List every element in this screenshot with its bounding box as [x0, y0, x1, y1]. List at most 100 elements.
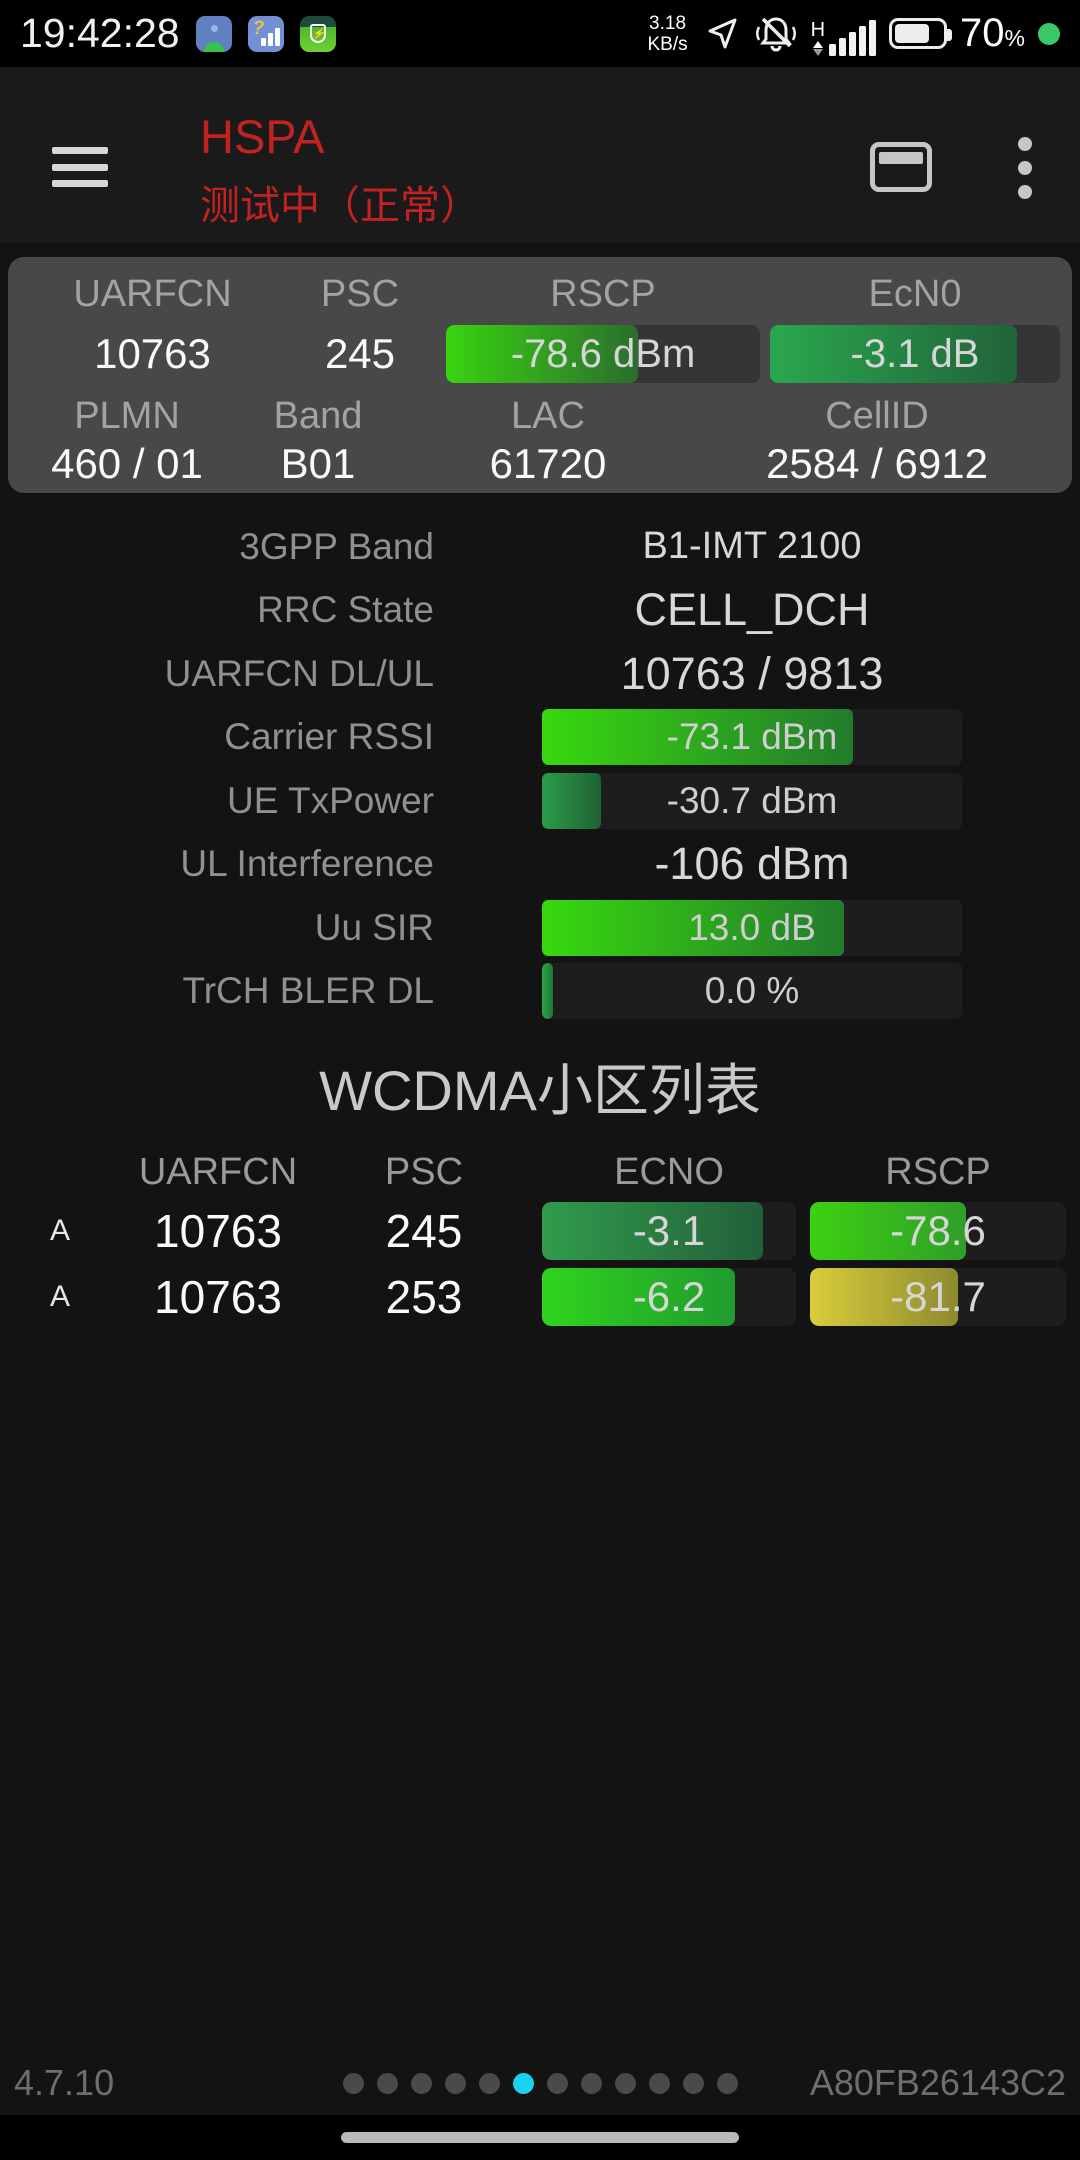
- cell-set-flag: A: [49, 1280, 70, 1313]
- detail-value: CELL_DCH: [634, 584, 870, 636]
- battery-shield-app-icon: ⚡: [299, 15, 336, 52]
- ue-txpower-bar: -30.7 dBm: [542, 772, 962, 829]
- gesture-pill[interactable]: [341, 2132, 739, 2143]
- uarfcn-value: 10763: [94, 330, 211, 377]
- page-title: HSPA: [200, 110, 325, 163]
- overflow-menu-button[interactable]: [1005, 137, 1045, 199]
- lac-value: 61720: [489, 440, 607, 487]
- app-version: 4.7.10: [14, 2062, 115, 2103]
- cell-ecno-value: -6.2: [632, 1273, 706, 1320]
- page-dot[interactable]: [614, 2073, 636, 2094]
- cell-psc: 245: [385, 1205, 463, 1257]
- bar-fill: [542, 1268, 736, 1326]
- column-header: UARFCN: [73, 273, 232, 315]
- page-dot[interactable]: [546, 2073, 568, 2094]
- app-bar: HSPA 测试中（正常）: [0, 67, 1080, 243]
- network-speed: 3.18 KB/s: [647, 13, 687, 55]
- bar-fill: [542, 1202, 763, 1260]
- column-header: CellID: [825, 395, 929, 437]
- signal-network-type: H: [811, 12, 825, 56]
- plmn-value: 460 / 01: [51, 440, 203, 487]
- column-header: PSC: [320, 273, 400, 315]
- detail-value: -106 dBm: [654, 838, 850, 890]
- detail-value: -73.1 dBm: [666, 716, 838, 758]
- trch-bler-bar: 0.0 %: [542, 963, 962, 1020]
- page-dot-active[interactable]: [512, 2073, 534, 2094]
- detail-row-uarfcn-dlul: UARFCN DL/UL 10763 / 9813: [0, 642, 1080, 706]
- android-app-icon: [195, 15, 232, 52]
- mute-vibrate-bell-icon: [755, 16, 796, 51]
- detail-row-uu-sir: Uu SIR 13.0 dB: [0, 896, 1080, 960]
- detail-row-rrc-state: RRC State CELL_DCH: [0, 579, 1080, 643]
- carrier-rssi-bar: -73.1 dBm: [542, 709, 962, 766]
- cell-table: UARFCN PSC ECNO RSCP A 10763 245 -3.1 -7…: [0, 1150, 1080, 1340]
- bar-fill: [542, 772, 601, 829]
- signal-app-icon: ?: [247, 15, 284, 52]
- detail-label: UE TxPower: [227, 779, 434, 821]
- bar-fill: [542, 963, 553, 1020]
- status-bar: 19:42:28 ? ⚡ 3.18 KB/s H: [0, 0, 1080, 67]
- data-activity-arrows-icon: [812, 40, 823, 56]
- bar-fill: [810, 1202, 967, 1260]
- ecn0-bar: -3.1 dB: [770, 325, 1060, 383]
- detail-label: Uu SIR: [314, 906, 434, 948]
- column-header: PLMN: [74, 395, 180, 437]
- card-view-button[interactable]: [870, 142, 932, 192]
- cellid-value: 2584 / 6912: [766, 440, 988, 487]
- table-header: UARFCN: [138, 1151, 298, 1193]
- cell-ecno-value: -3.1: [632, 1207, 706, 1254]
- page-indicator[interactable]: [0, 2073, 1080, 2094]
- overflow-menu-icon: [1018, 137, 1032, 151]
- page-dot[interactable]: [682, 2073, 704, 2094]
- page-dot[interactable]: [648, 2073, 670, 2094]
- detail-value: 10763 / 9813: [620, 647, 884, 699]
- cell-uarfcn: 10763: [154, 1205, 282, 1257]
- detail-value: -30.7 dBm: [666, 779, 838, 821]
- green-status-dot-icon: [1038, 22, 1060, 45]
- cell-psc: 253: [385, 1271, 463, 1323]
- page-dot[interactable]: [342, 2073, 364, 2094]
- band-value: B01: [280, 440, 356, 487]
- card-view-icon: [879, 152, 923, 164]
- page-dot[interactable]: [478, 2073, 500, 2094]
- table-header: RSCP: [885, 1151, 991, 1193]
- detail-row-carrier-rssi: Carrier RSSI -73.1 dBm: [0, 706, 1080, 770]
- device-id: A80FB26143C2: [809, 2062, 1066, 2103]
- detail-row-3gpp-band: 3GPP Band B1-IMT 2100: [0, 515, 1080, 579]
- page-dot[interactable]: [716, 2073, 738, 2094]
- detail-row-ue-txpower: UE TxPower -30.7 dBm: [0, 769, 1080, 833]
- detail-value: 13.0 dB: [688, 906, 816, 948]
- rscp-bar-fill: [446, 325, 638, 383]
- cell-ecno-bar: -6.2: [542, 1268, 796, 1326]
- cell-rscp-bar: -78.6: [810, 1202, 1066, 1260]
- column-header: Band: [273, 395, 363, 437]
- page-dot[interactable]: [410, 2073, 432, 2094]
- psc-value: 245: [324, 330, 396, 377]
- status-bar-left: 19:42:28 ? ⚡: [20, 10, 336, 57]
- battery-icon: [889, 18, 953, 49]
- rscp-value: -78.6 dBm: [510, 332, 696, 376]
- page-subtitle: 测试中（正常）: [200, 184, 480, 228]
- cell-rscp-value: -81.7: [890, 1273, 986, 1320]
- cell-ecno-bar: -3.1: [542, 1202, 796, 1260]
- network-speed-value: 3.18: [649, 12, 687, 34]
- table-header: ECNO: [614, 1151, 724, 1193]
- location-arrow-icon: [708, 18, 737, 48]
- bar-fill: [542, 899, 845, 956]
- rscp-bar: -78.6 dBm: [446, 325, 760, 383]
- bar-fill: [810, 1268, 959, 1326]
- battery-percent-value: 70: [960, 11, 1005, 55]
- page-dot[interactable]: [580, 2073, 602, 2094]
- ecn0-value: -3.1 dB: [850, 332, 980, 376]
- detail-value: B1-IMT 2100: [642, 525, 862, 568]
- detail-label: RRC State: [257, 589, 434, 631]
- signal-bars-icon: [829, 19, 877, 56]
- cell-rscp-value: -78.6: [890, 1207, 986, 1254]
- detail-label: 3GPP Band: [239, 525, 434, 567]
- page-dot[interactable]: [376, 2073, 398, 2094]
- menu-button[interactable]: [52, 147, 108, 187]
- detail-value: 0.0 %: [704, 970, 800, 1012]
- status-bar-right: 3.18 KB/s H: [647, 11, 1060, 56]
- page-dot[interactable]: [444, 2073, 466, 2094]
- percent-sign: %: [1004, 25, 1025, 51]
